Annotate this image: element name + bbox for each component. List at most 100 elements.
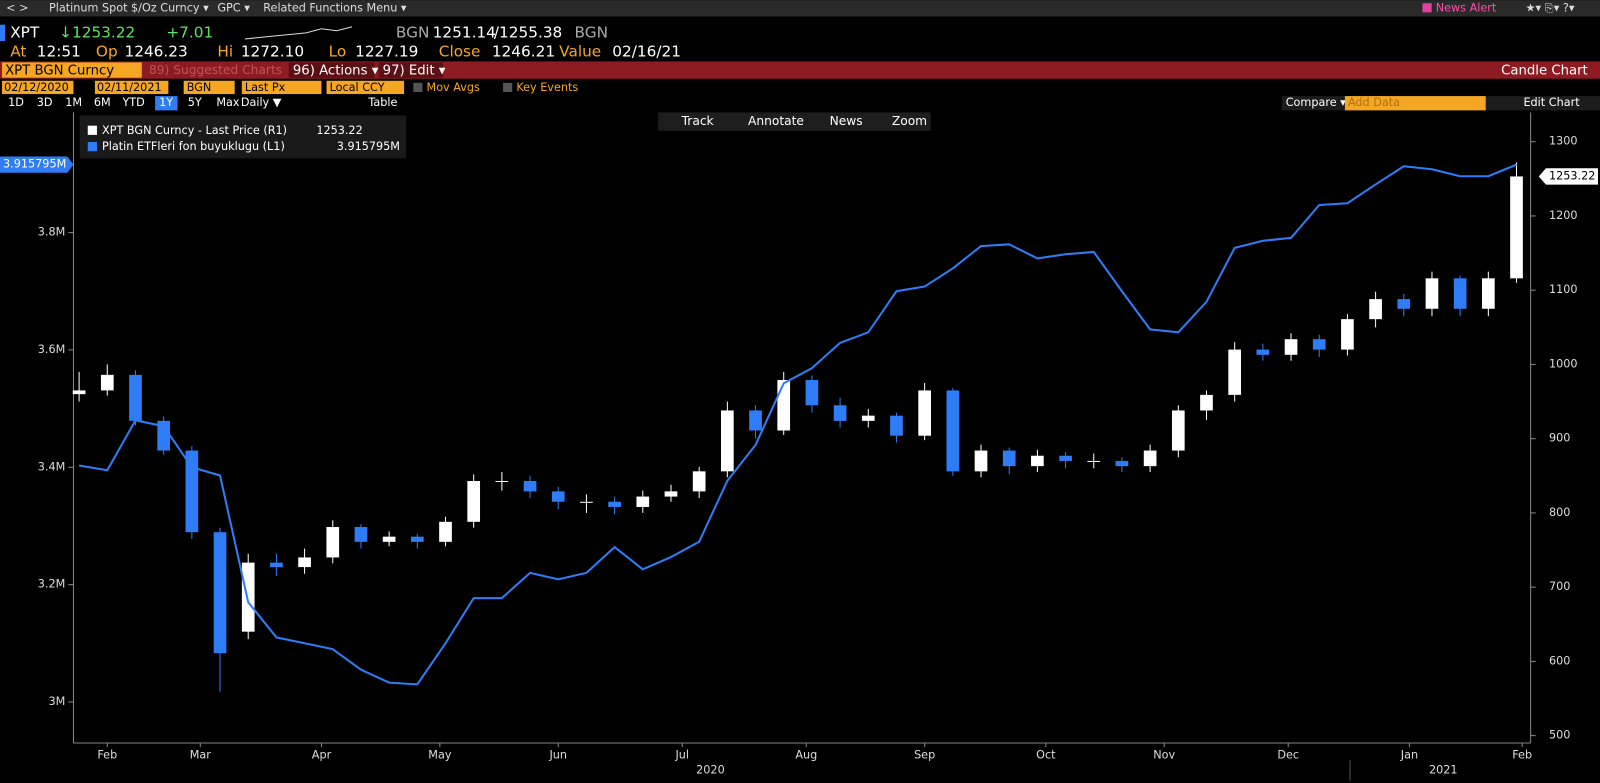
candle-body xyxy=(467,480,481,522)
candle-body xyxy=(580,501,593,503)
key-events[interactable]: Key Events xyxy=(516,81,578,94)
etf-line xyxy=(78,163,1517,686)
bid: 1251.14 xyxy=(433,23,496,41)
x-tick-label: May xyxy=(428,748,452,761)
news-alert[interactable]: News Alert xyxy=(1436,1,1497,14)
suggested-charts[interactable]: 89) Suggested Charts xyxy=(149,63,282,77)
x-tick-label: Aug xyxy=(795,748,817,761)
candle-body xyxy=(241,562,255,632)
checkbox[interactable] xyxy=(503,82,513,93)
candle-body xyxy=(721,410,734,472)
candle-body xyxy=(326,527,340,558)
sparkline xyxy=(244,26,353,40)
candle-body xyxy=(551,491,565,502)
period[interactable]: 1D xyxy=(8,96,24,109)
y-tick-label: 3.6M xyxy=(38,343,66,356)
tool[interactable]: Annotate xyxy=(748,114,804,128)
period-selected xyxy=(155,96,178,111)
period[interactable]: 3D xyxy=(37,96,53,109)
period[interactable]: 1M xyxy=(65,96,82,109)
start-date[interactable]: 02/12/2020 xyxy=(4,81,69,94)
candle-body xyxy=(1002,450,1016,467)
period[interactable]: Max xyxy=(216,96,240,109)
last-value-tag-label: 3.915795M xyxy=(3,158,66,171)
compare[interactable]: Compare ▾ xyxy=(1286,96,1346,109)
candle-body xyxy=(777,380,791,431)
legend-label: Platin ETFleri fon buyuklugu (L1) xyxy=(102,140,285,153)
edit[interactable]: 97) Edit ▾ xyxy=(383,64,446,79)
source-box xyxy=(183,80,235,95)
period[interactable]: 6M xyxy=(94,96,111,109)
high: 1272.10 xyxy=(241,43,304,61)
candle-body xyxy=(1200,394,1213,411)
candle-body xyxy=(157,420,171,451)
end-date[interactable]: 02/11/2021 xyxy=(97,81,162,94)
year-label: 2021 xyxy=(1429,764,1458,777)
frequency[interactable]: Daily ▼ xyxy=(241,96,282,109)
candle-body xyxy=(946,390,960,472)
source[interactable]: BGN xyxy=(187,81,212,94)
period[interactable]: 1Y xyxy=(159,96,173,109)
close-label: Close xyxy=(439,43,481,61)
x-tick-label: Oct xyxy=(1036,748,1056,761)
x-tick-label: Feb xyxy=(97,748,117,761)
ticker-marker xyxy=(0,24,6,41)
year-label: 2020 xyxy=(696,764,725,777)
candle-body xyxy=(805,380,819,406)
candle-body xyxy=(523,480,537,492)
nav-arrows[interactable]: < > xyxy=(6,1,28,14)
tool-bar xyxy=(658,112,931,131)
legend-swatch xyxy=(87,142,97,152)
period[interactable]: 5Y xyxy=(188,96,202,109)
mov-avgs[interactable]: Mov Avgs xyxy=(427,81,481,94)
candle-body xyxy=(1425,278,1439,309)
currency[interactable]: Local CCY xyxy=(330,81,385,94)
source-menu[interactable]: GPC ▾ xyxy=(217,1,250,14)
chart-type: Candle Chart xyxy=(1501,64,1588,79)
legend-swatch xyxy=(87,125,97,135)
x-tick-label: Dec xyxy=(1277,748,1299,761)
bid-source: BGN xyxy=(396,23,430,41)
candle-body xyxy=(382,536,396,542)
y2-tick-label: 800 xyxy=(1549,506,1570,519)
period[interactable]: YTD xyxy=(121,96,144,109)
field[interactable]: Last Px xyxy=(245,81,286,94)
low: 1227.19 xyxy=(355,43,418,61)
checkbox[interactable] xyxy=(413,82,423,93)
candle-body xyxy=(1284,339,1298,355)
candle-body xyxy=(1059,455,1072,461)
edit-chart[interactable]: Edit Chart xyxy=(1523,96,1580,109)
candle-body xyxy=(833,405,847,421)
tool[interactable]: Zoom xyxy=(892,114,927,128)
candle-body xyxy=(270,562,283,568)
candle-body xyxy=(636,496,650,507)
tool[interactable]: News xyxy=(830,114,863,128)
open: 1246.23 xyxy=(124,43,187,61)
at-label: At xyxy=(10,43,26,61)
candle-body xyxy=(298,557,311,568)
y2-tick-label: 1100 xyxy=(1549,283,1578,296)
field-box xyxy=(241,80,322,95)
x-tick-label: Jan xyxy=(1400,748,1418,761)
candle-body xyxy=(410,536,424,542)
alert-icon xyxy=(1422,3,1432,13)
related-menu[interactable]: Related Functions Menu ▾ xyxy=(263,1,407,14)
candle-body xyxy=(1397,299,1411,309)
start-box xyxy=(2,80,74,95)
candle-body xyxy=(861,415,875,421)
low-label: Lo xyxy=(329,43,347,61)
window-icons[interactable]: ★▾ ⎘▾ ?▾ xyxy=(1526,1,1575,14)
x-tick-label: Nov xyxy=(1153,748,1175,761)
table[interactable]: Table xyxy=(367,96,397,109)
legend-label: XPT BGN Curncy - Last Price (R1) xyxy=(102,124,287,137)
y2-tick-label: 500 xyxy=(1549,729,1570,742)
candle-body xyxy=(1256,349,1270,355)
security-menu[interactable]: Platinum Spot $/Oz Curncy ▾ xyxy=(49,1,209,14)
actions[interactable]: 96) Actions ▾ xyxy=(293,64,379,79)
candle-body xyxy=(890,415,903,436)
security-field[interactable]: XPT BGN Curncy xyxy=(5,64,114,79)
candle-body xyxy=(1171,410,1185,451)
tool[interactable]: Track xyxy=(681,114,715,128)
add-data[interactable]: Add Data xyxy=(1348,96,1400,109)
